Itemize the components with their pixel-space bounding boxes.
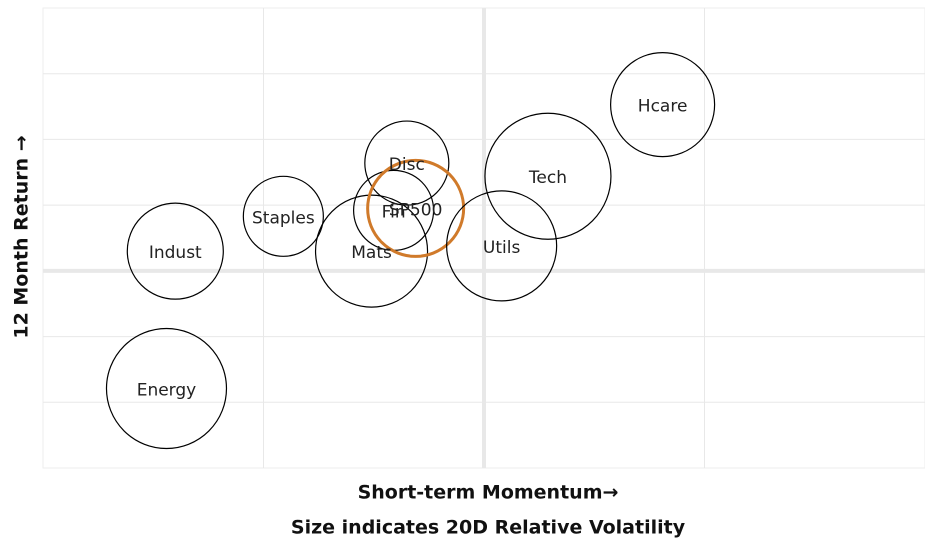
subtitle: Size indicates 20D Relative Volatility [291, 517, 686, 539]
bubble [242, 175, 324, 257]
x-axis-label: Short-term Momentum→ [358, 482, 619, 504]
bubble [314, 194, 429, 308]
bubble-label: Mats [351, 243, 392, 263]
bubble [484, 112, 612, 240]
bubble-label: Hcare [638, 97, 688, 117]
bubble-label: Disc [389, 155, 425, 175]
bubble [364, 120, 450, 206]
bubble-label: Utils [483, 238, 521, 258]
bubble [126, 202, 224, 300]
bubble-label: Staples [252, 208, 315, 228]
bubble-label: Indust [149, 243, 202, 263]
bubble [105, 327, 228, 450]
bubble-label: Energy [137, 380, 197, 400]
bubble-label: Tech [528, 168, 567, 188]
bubble [610, 51, 716, 158]
bubble [366, 158, 466, 258]
bubble-label: Fin [382, 202, 406, 222]
bubble-label: SP500 [389, 200, 443, 220]
bubble [446, 190, 558, 302]
y-axis-label: 12 Month Return → [11, 135, 33, 338]
